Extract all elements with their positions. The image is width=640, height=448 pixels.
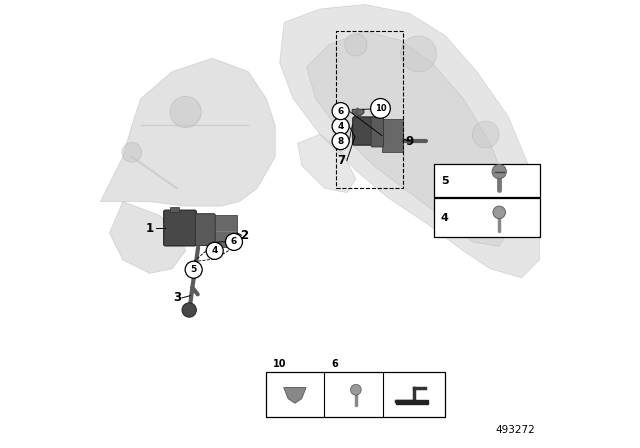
Text: 6: 6 xyxy=(231,237,237,246)
Circle shape xyxy=(344,34,367,56)
Circle shape xyxy=(351,384,361,395)
Circle shape xyxy=(401,36,436,72)
Circle shape xyxy=(182,303,196,317)
Text: 1: 1 xyxy=(146,222,154,235)
Text: 493272: 493272 xyxy=(495,425,535,435)
Bar xyxy=(382,119,403,152)
Circle shape xyxy=(492,164,506,179)
Circle shape xyxy=(332,118,349,135)
Circle shape xyxy=(122,142,141,162)
Polygon shape xyxy=(298,134,356,193)
Text: 5: 5 xyxy=(441,176,449,185)
Text: 2: 2 xyxy=(240,228,248,242)
Polygon shape xyxy=(100,58,275,206)
FancyBboxPatch shape xyxy=(353,117,378,145)
Bar xyxy=(212,215,237,247)
Polygon shape xyxy=(307,31,513,246)
Circle shape xyxy=(371,99,390,118)
Circle shape xyxy=(493,206,506,219)
Bar xyxy=(266,372,445,417)
Circle shape xyxy=(225,233,243,250)
Text: 8: 8 xyxy=(337,137,344,146)
Text: 10: 10 xyxy=(374,104,387,113)
Circle shape xyxy=(185,261,202,278)
Text: 4: 4 xyxy=(441,213,449,223)
Polygon shape xyxy=(396,400,428,404)
FancyBboxPatch shape xyxy=(164,210,196,246)
Text: 7: 7 xyxy=(337,154,346,167)
Text: 5: 5 xyxy=(191,265,196,274)
Text: 6: 6 xyxy=(337,107,344,116)
Bar xyxy=(435,198,540,237)
Text: 4: 4 xyxy=(337,122,344,131)
Text: 3: 3 xyxy=(173,291,182,305)
Bar xyxy=(435,164,540,197)
Circle shape xyxy=(472,121,499,148)
FancyBboxPatch shape xyxy=(371,117,383,147)
Text: 10: 10 xyxy=(273,359,287,369)
Circle shape xyxy=(332,133,349,150)
Text: 6: 6 xyxy=(332,359,338,369)
Text: 4: 4 xyxy=(212,246,218,255)
Circle shape xyxy=(170,96,201,128)
Circle shape xyxy=(332,103,349,120)
Polygon shape xyxy=(109,202,186,273)
Polygon shape xyxy=(280,4,540,278)
Polygon shape xyxy=(284,388,306,403)
Polygon shape xyxy=(352,109,364,116)
Text: 9: 9 xyxy=(406,134,413,148)
FancyBboxPatch shape xyxy=(195,214,215,246)
Bar xyxy=(170,207,179,212)
Bar xyxy=(335,31,403,188)
Circle shape xyxy=(206,242,223,259)
